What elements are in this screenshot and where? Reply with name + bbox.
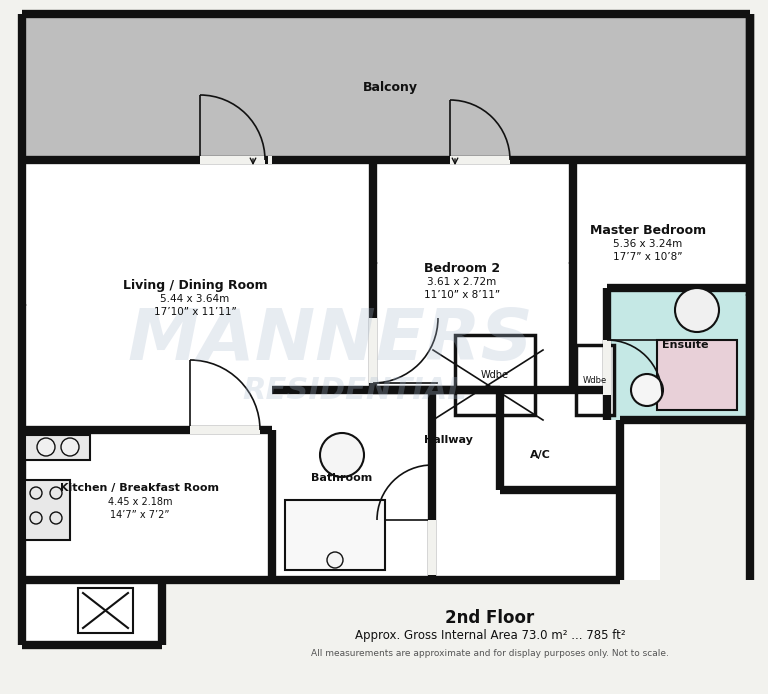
Text: Balcony: Balcony xyxy=(362,81,418,94)
Bar xyxy=(22,430,272,580)
Bar xyxy=(25,480,70,540)
Text: Wdbe: Wdbe xyxy=(481,370,509,380)
Bar xyxy=(25,435,90,460)
Circle shape xyxy=(631,374,663,406)
Circle shape xyxy=(675,288,719,332)
Text: Master Bedroom: Master Bedroom xyxy=(590,223,706,237)
Bar xyxy=(22,580,162,645)
Text: 17’7” x 10’8”: 17’7” x 10’8” xyxy=(614,252,683,262)
Bar xyxy=(369,318,377,383)
Bar xyxy=(455,335,535,415)
Bar xyxy=(268,156,272,164)
Text: Bedroom 2: Bedroom 2 xyxy=(424,262,500,275)
Circle shape xyxy=(37,438,55,456)
Bar xyxy=(200,156,265,164)
Bar xyxy=(285,500,385,570)
Text: Kitchen / Breakfast Room: Kitchen / Breakfast Room xyxy=(61,483,220,493)
Text: 5.44 x 3.64m: 5.44 x 3.64m xyxy=(161,294,230,304)
Text: 3.61 x 2.72m: 3.61 x 2.72m xyxy=(427,277,497,287)
Text: 14’7” x 7’2”: 14’7” x 7’2” xyxy=(111,510,170,520)
Bar xyxy=(500,430,620,490)
Bar xyxy=(603,340,611,395)
Bar xyxy=(450,156,510,164)
Bar xyxy=(573,160,750,420)
Text: 4.45 x 2.18m: 4.45 x 2.18m xyxy=(108,497,172,507)
Bar xyxy=(285,500,385,570)
Bar xyxy=(78,588,133,633)
Text: Bathroom: Bathroom xyxy=(311,473,372,483)
Text: Hallway: Hallway xyxy=(424,435,472,445)
Text: 5.36 x 3.24m: 5.36 x 3.24m xyxy=(614,239,683,249)
Text: 17’10” x 11’11”: 17’10” x 11’11” xyxy=(154,307,237,317)
Bar xyxy=(607,288,750,420)
Bar xyxy=(576,345,614,415)
Bar xyxy=(576,345,614,415)
Bar xyxy=(657,340,737,410)
Bar xyxy=(455,335,535,415)
Text: A/C: A/C xyxy=(530,450,551,460)
Text: All measurements are approximate and for display purposes only. Not to scale.: All measurements are approximate and for… xyxy=(311,650,669,659)
Circle shape xyxy=(61,438,79,456)
Text: Approx. Gross Internal Area 73.0 m² ... 785 ft²: Approx. Gross Internal Area 73.0 m² ... … xyxy=(355,629,625,643)
Text: 2nd Floor: 2nd Floor xyxy=(445,609,535,627)
Bar xyxy=(25,480,70,540)
Bar xyxy=(657,340,737,410)
Text: Ensuite: Ensuite xyxy=(662,340,708,350)
Text: MANNERS: MANNERS xyxy=(127,305,533,375)
Text: Living / Dining Room: Living / Dining Room xyxy=(123,278,267,291)
Text: 11’10” x 8’11”: 11’10” x 8’11” xyxy=(424,290,500,300)
Circle shape xyxy=(320,433,364,477)
Circle shape xyxy=(327,552,343,568)
Bar xyxy=(373,160,573,390)
Bar xyxy=(428,520,436,575)
Bar xyxy=(272,390,620,580)
Bar xyxy=(190,426,260,434)
Bar xyxy=(22,160,373,580)
Bar xyxy=(22,14,750,160)
Text: RESIDENTIAL: RESIDENTIAL xyxy=(243,375,467,405)
Bar xyxy=(25,435,90,460)
Bar xyxy=(272,390,660,580)
Text: Wdbe: Wdbe xyxy=(583,375,607,384)
Bar xyxy=(78,588,133,633)
